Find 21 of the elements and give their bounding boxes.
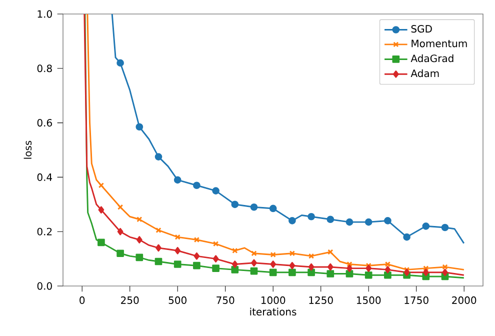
x-axis-title: iterations — [250, 308, 296, 316]
x-tick-label: 500 — [168, 296, 186, 304]
y-tick-label: 0.2 — [37, 228, 52, 236]
y-axis-title: loss — [24, 140, 32, 159]
x-tick-label: 2000 — [452, 296, 476, 304]
y-tick-label: 0.8 — [37, 64, 52, 72]
x-tick-label: 1500 — [356, 296, 381, 304]
legend-label: AdaGrad — [410, 54, 454, 62]
x-tick-label: 1250 — [309, 296, 333, 304]
y-tick-label: 1.0 — [38, 10, 52, 18]
x-tick-label: 1000 — [261, 296, 286, 304]
y-tick-label: 0.0 — [37, 282, 52, 290]
x-tick-label: 0 — [80, 296, 85, 304]
x-tick-label: 1750 — [404, 296, 428, 304]
legend-label: SGD — [411, 25, 432, 33]
legend-label: Momentum — [412, 40, 467, 48]
y-tick-label: 0.4 — [37, 173, 52, 181]
legend-label: Adam — [410, 69, 439, 78]
x-tick-label: 250 — [121, 296, 139, 304]
x-tick-label: 750 — [216, 296, 234, 304]
y-tick-label: 0.6 — [37, 119, 52, 127]
